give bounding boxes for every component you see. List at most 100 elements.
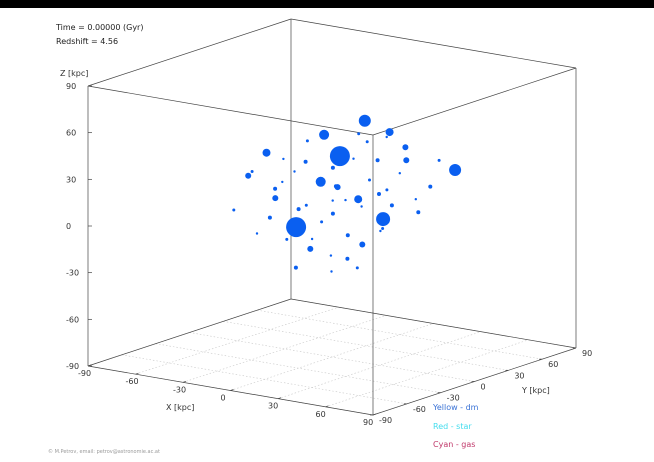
redshift-label: Redshift = 4.56 <box>56 37 119 46</box>
data-point <box>315 176 326 187</box>
data-point <box>437 158 441 162</box>
y-tick-label: 60 <box>548 360 558 369</box>
data-point <box>333 184 338 189</box>
data-point <box>232 208 236 212</box>
z-tick-label: -30 <box>66 269 79 278</box>
data-point <box>282 157 285 161</box>
grid-line-y <box>223 321 509 371</box>
floor-grid <box>87 298 577 416</box>
box-edge <box>87 18 292 87</box>
data-point <box>344 198 347 202</box>
x-tick-mark <box>135 372 139 375</box>
data-point <box>354 195 363 204</box>
legend-entry-star: Red - star <box>433 422 472 431</box>
data-point <box>305 139 309 143</box>
data-point <box>402 144 409 151</box>
data-point <box>368 178 371 182</box>
data-point <box>293 265 298 270</box>
grid-line-x <box>325 339 529 408</box>
x-tick-label: 0 <box>221 394 226 403</box>
x-tick-label: -30 <box>173 385 186 394</box>
z-tick-label: 0 <box>66 222 71 231</box>
z-tick-label: 90 <box>66 82 76 91</box>
data-point <box>286 217 307 238</box>
y-tick-label: -30 <box>447 394 460 403</box>
data-point <box>307 245 314 252</box>
data-point <box>281 180 284 184</box>
x-tick-mark <box>277 397 282 399</box>
data-point <box>319 129 330 140</box>
data-point <box>414 198 417 201</box>
data-point <box>381 227 385 230</box>
data-point <box>293 170 296 173</box>
data-point <box>389 203 394 208</box>
x-tick-mark <box>325 405 329 408</box>
y-tick-label: 0 <box>481 383 486 392</box>
z-tick-label: -60 <box>66 315 79 324</box>
x-tick-label: -60 <box>126 377 139 386</box>
data-point <box>329 146 350 167</box>
z-tick-label: 60 <box>66 129 76 138</box>
x-tick-label: 30 <box>268 402 278 411</box>
axes-box <box>87 18 577 416</box>
grid-line-x <box>182 315 387 383</box>
data-point <box>359 241 366 248</box>
data-point <box>360 205 363 208</box>
grid-line-x <box>135 306 339 375</box>
data-point <box>262 148 271 157</box>
data-point <box>330 270 333 273</box>
grid-line-x <box>277 331 482 399</box>
x-tick-label: -90 <box>78 369 91 378</box>
data-point <box>352 157 355 160</box>
time-label: Time = 0.00000 (Gyr) <box>56 23 144 32</box>
data-point <box>376 212 391 227</box>
data-point <box>330 165 335 170</box>
z-tick-label: 30 <box>66 175 76 184</box>
grid-line-y <box>189 332 475 382</box>
x-axis-label: X [kpc] <box>166 403 194 412</box>
data-point <box>296 207 301 212</box>
data-point <box>365 140 369 144</box>
data-point <box>272 195 279 202</box>
data-point <box>428 184 433 189</box>
data-point <box>403 157 410 164</box>
y-tick-label: -90 <box>379 416 392 425</box>
data-point <box>385 128 394 137</box>
data-point <box>267 215 272 220</box>
x-tick-mark <box>87 364 92 367</box>
y-axis-label: Y [kpc] <box>521 386 550 395</box>
data-point <box>357 132 361 136</box>
x-tick-mark <box>182 381 187 383</box>
z-axis-label: Z [kpc] <box>60 69 88 78</box>
data-point <box>255 232 259 235</box>
copyright-note: © M.Petrov, email: petrov@astronomie.ac.… <box>48 449 160 455</box>
grid-line-x <box>230 323 434 391</box>
data-point <box>416 210 421 215</box>
box-edge <box>372 67 577 136</box>
data-point <box>330 211 335 216</box>
x-tick-mark <box>372 413 377 416</box>
z-tick-label: -90 <box>66 362 79 371</box>
data-point <box>310 237 314 241</box>
x-tick-mark <box>230 389 234 391</box>
x-tick-label: 90 <box>363 418 373 427</box>
data-points <box>232 114 462 273</box>
data-point <box>398 172 401 175</box>
top-border <box>0 0 654 8</box>
data-point <box>273 186 278 191</box>
legend-entry-dm: Yellow - dm <box>433 403 479 412</box>
data-point <box>355 266 359 270</box>
box-edge <box>87 298 292 367</box>
box-edge <box>87 85 374 136</box>
data-point <box>377 192 381 196</box>
grid-line-y <box>257 309 543 360</box>
data-point <box>245 172 252 179</box>
data-point <box>449 164 462 176</box>
data-point <box>285 237 289 241</box>
data-point <box>379 229 382 233</box>
data-point <box>385 135 388 139</box>
legend-entry-gas: Cyan - gas <box>433 440 476 449</box>
box-edge <box>290 18 577 69</box>
box-edge <box>290 298 577 349</box>
